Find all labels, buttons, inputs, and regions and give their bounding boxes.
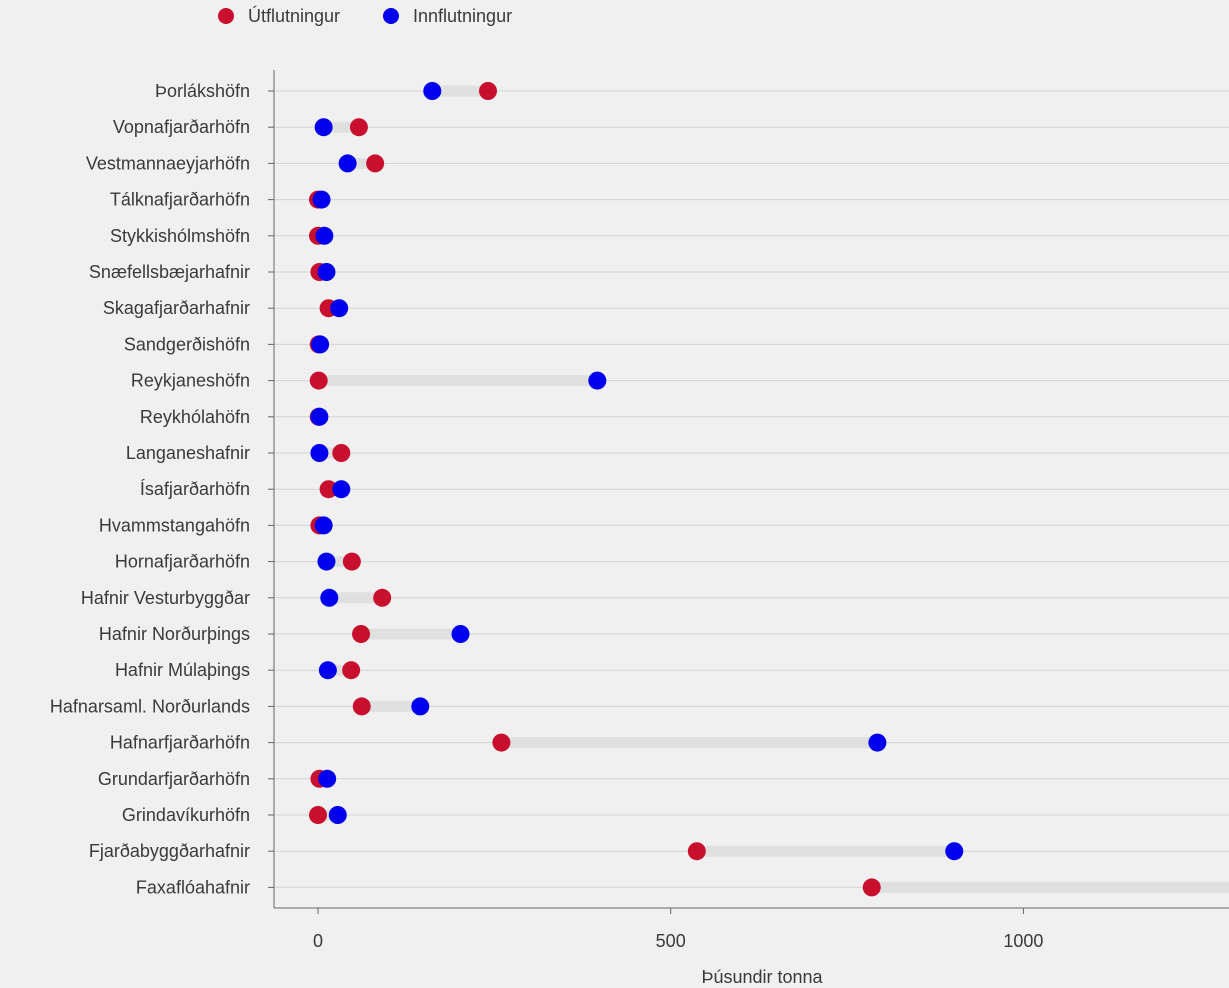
point-utflutningur — [479, 82, 498, 100]
point-innflutningur — [588, 371, 607, 390]
point-innflutningur — [314, 118, 333, 137]
point-innflutningur — [320, 588, 339, 607]
category-label: Sandgerðishöfn — [124, 334, 250, 354]
category-label: Snæfellsbæjarhafnir — [89, 262, 250, 282]
point-utflutningur — [309, 371, 328, 390]
point-utflutningur — [332, 444, 351, 462]
point-innflutningur — [318, 661, 337, 680]
category-label: Reykhólahöfn — [140, 407, 250, 427]
data-points — [309, 82, 964, 897]
category-label: Hornafjarðarhöfn — [115, 552, 250, 572]
legend-item-innflutningur: Innflutningur — [383, 6, 512, 26]
point-utflutningur — [373, 588, 392, 607]
legend-item-utflutningur: Útflutningur — [218, 5, 340, 26]
point-innflutningur — [310, 407, 329, 426]
x-tick-label: 500 — [656, 931, 686, 951]
point-innflutningur — [328, 806, 347, 824]
category-label: Skagafjarðarhafnir — [103, 298, 250, 318]
point-utflutningur — [342, 661, 361, 680]
point-utflutningur — [862, 878, 881, 897]
category-label: Vestmannaeyjarhöfn — [86, 153, 250, 173]
legend-marker — [218, 8, 234, 24]
point-innflutningur — [312, 190, 331, 209]
x-tick-label: 1000 — [1003, 931, 1043, 951]
category-label: Hvammstangahöfn — [99, 515, 250, 535]
category-label: Þorlákshöfn — [155, 81, 250, 101]
point-innflutningur — [330, 299, 349, 318]
category-label: Stykkishólmshöfn — [110, 226, 250, 246]
point-innflutningur — [451, 625, 470, 643]
category-label: Hafnir Múlaþings — [115, 660, 250, 680]
category-labels: Þorlákshöfn Vopnafjarðarhöfn Vestmannaeyja… — [50, 81, 250, 897]
category-label: Ísafjarðarhöfn — [140, 479, 250, 499]
point-utflutningur — [352, 697, 371, 716]
gridlines — [274, 90, 1229, 888]
point-utflutningur — [309, 806, 327, 824]
point-innflutningur — [423, 82, 442, 100]
category-label: Grundarfjarðarhöfn — [98, 769, 250, 789]
category-label: Langaneshafnir — [126, 443, 250, 463]
category-label: Grindavíkurhöfn — [122, 805, 250, 825]
point-utflutningur — [352, 625, 371, 643]
legend: Útflutningur Innflutningur — [218, 5, 512, 26]
legend-marker — [383, 8, 399, 24]
point-utflutningur — [492, 733, 511, 752]
point-innflutningur — [411, 697, 430, 716]
category-label: Hafnarfjarðarhöfn — [110, 733, 250, 753]
category-label: Faxaflóahafnir — [136, 877, 250, 897]
category-label: Fjarðabyggðarhafnir — [89, 841, 250, 861]
category-label: Tálknafjarðarhöfn — [110, 190, 250, 210]
x-tick-labels: 05001000150020002500 — [313, 931, 1043, 951]
category-label: Reykjaneshöfn — [131, 371, 250, 391]
point-innflutningur — [314, 516, 333, 535]
point-innflutningur — [338, 154, 357, 173]
point-innflutningur — [315, 226, 334, 245]
category-label: Hafnarsaml. Norðurlands — [50, 696, 250, 716]
point-innflutningur — [318, 769, 337, 788]
category-label: Hafnir Vesturbyggðar — [81, 588, 250, 608]
point-innflutningur — [311, 335, 330, 354]
point-innflutningur — [317, 263, 336, 281]
point-innflutningur — [945, 842, 964, 861]
point-innflutningur — [317, 552, 336, 571]
legend-label: Innflutningur — [413, 6, 512, 26]
point-innflutningur — [332, 480, 351, 499]
point-innflutningur — [310, 444, 329, 462]
category-label: Vopnafjarðarhöfn — [113, 117, 250, 137]
axes — [268, 70, 1229, 914]
point-innflutningur — [868, 733, 887, 752]
point-utflutningur — [349, 118, 368, 137]
point-utflutningur — [687, 842, 706, 861]
point-utflutningur — [366, 154, 385, 173]
x-tick-label: 0 — [313, 931, 323, 951]
legend-label: Útflutningur — [248, 5, 340, 26]
point-utflutningur — [342, 552, 361, 571]
x-axis-title: Þúsundir tonna — [701, 967, 823, 987]
point-utflutningur — [319, 480, 338, 499]
category-label: Hafnir Norðurþings — [99, 624, 250, 644]
